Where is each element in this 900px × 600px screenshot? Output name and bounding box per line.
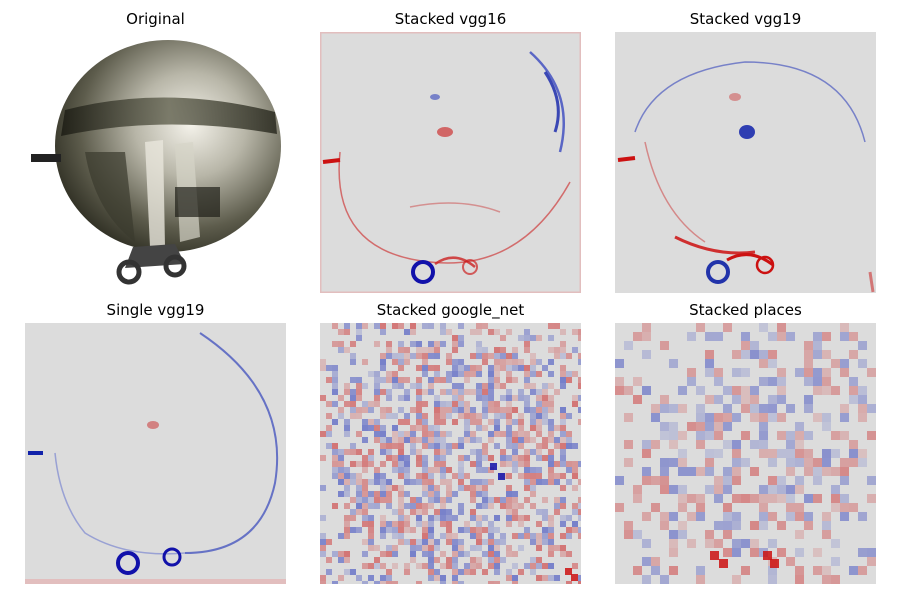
- panel-title: Single vgg19: [106, 301, 205, 319]
- saliency-map: [320, 323, 581, 584]
- panel-stacked-vgg16: Stacked vgg16: [320, 10, 581, 295]
- panel-stacked-places: Stacked places: [615, 301, 876, 586]
- panel-title: Stacked google_net: [376, 301, 525, 319]
- panel-title: Stacked places: [689, 301, 802, 319]
- saliency-map: [320, 32, 581, 293]
- saliency-map: [615, 32, 876, 293]
- saliency-map: [25, 323, 286, 584]
- panel-single-vgg19: Single vgg19: [25, 301, 286, 586]
- panel-title: Stacked vgg16: [394, 10, 507, 28]
- saliency-map: [615, 323, 876, 584]
- panel-title: Original: [126, 10, 185, 28]
- original-image: [25, 32, 286, 293]
- panel-title: Stacked vgg19: [689, 10, 802, 28]
- panel-stacked-vgg19: Stacked vgg19: [615, 10, 876, 295]
- panel-original: Original: [25, 10, 286, 295]
- panel-stacked-google-net: Stacked google_net: [320, 301, 581, 586]
